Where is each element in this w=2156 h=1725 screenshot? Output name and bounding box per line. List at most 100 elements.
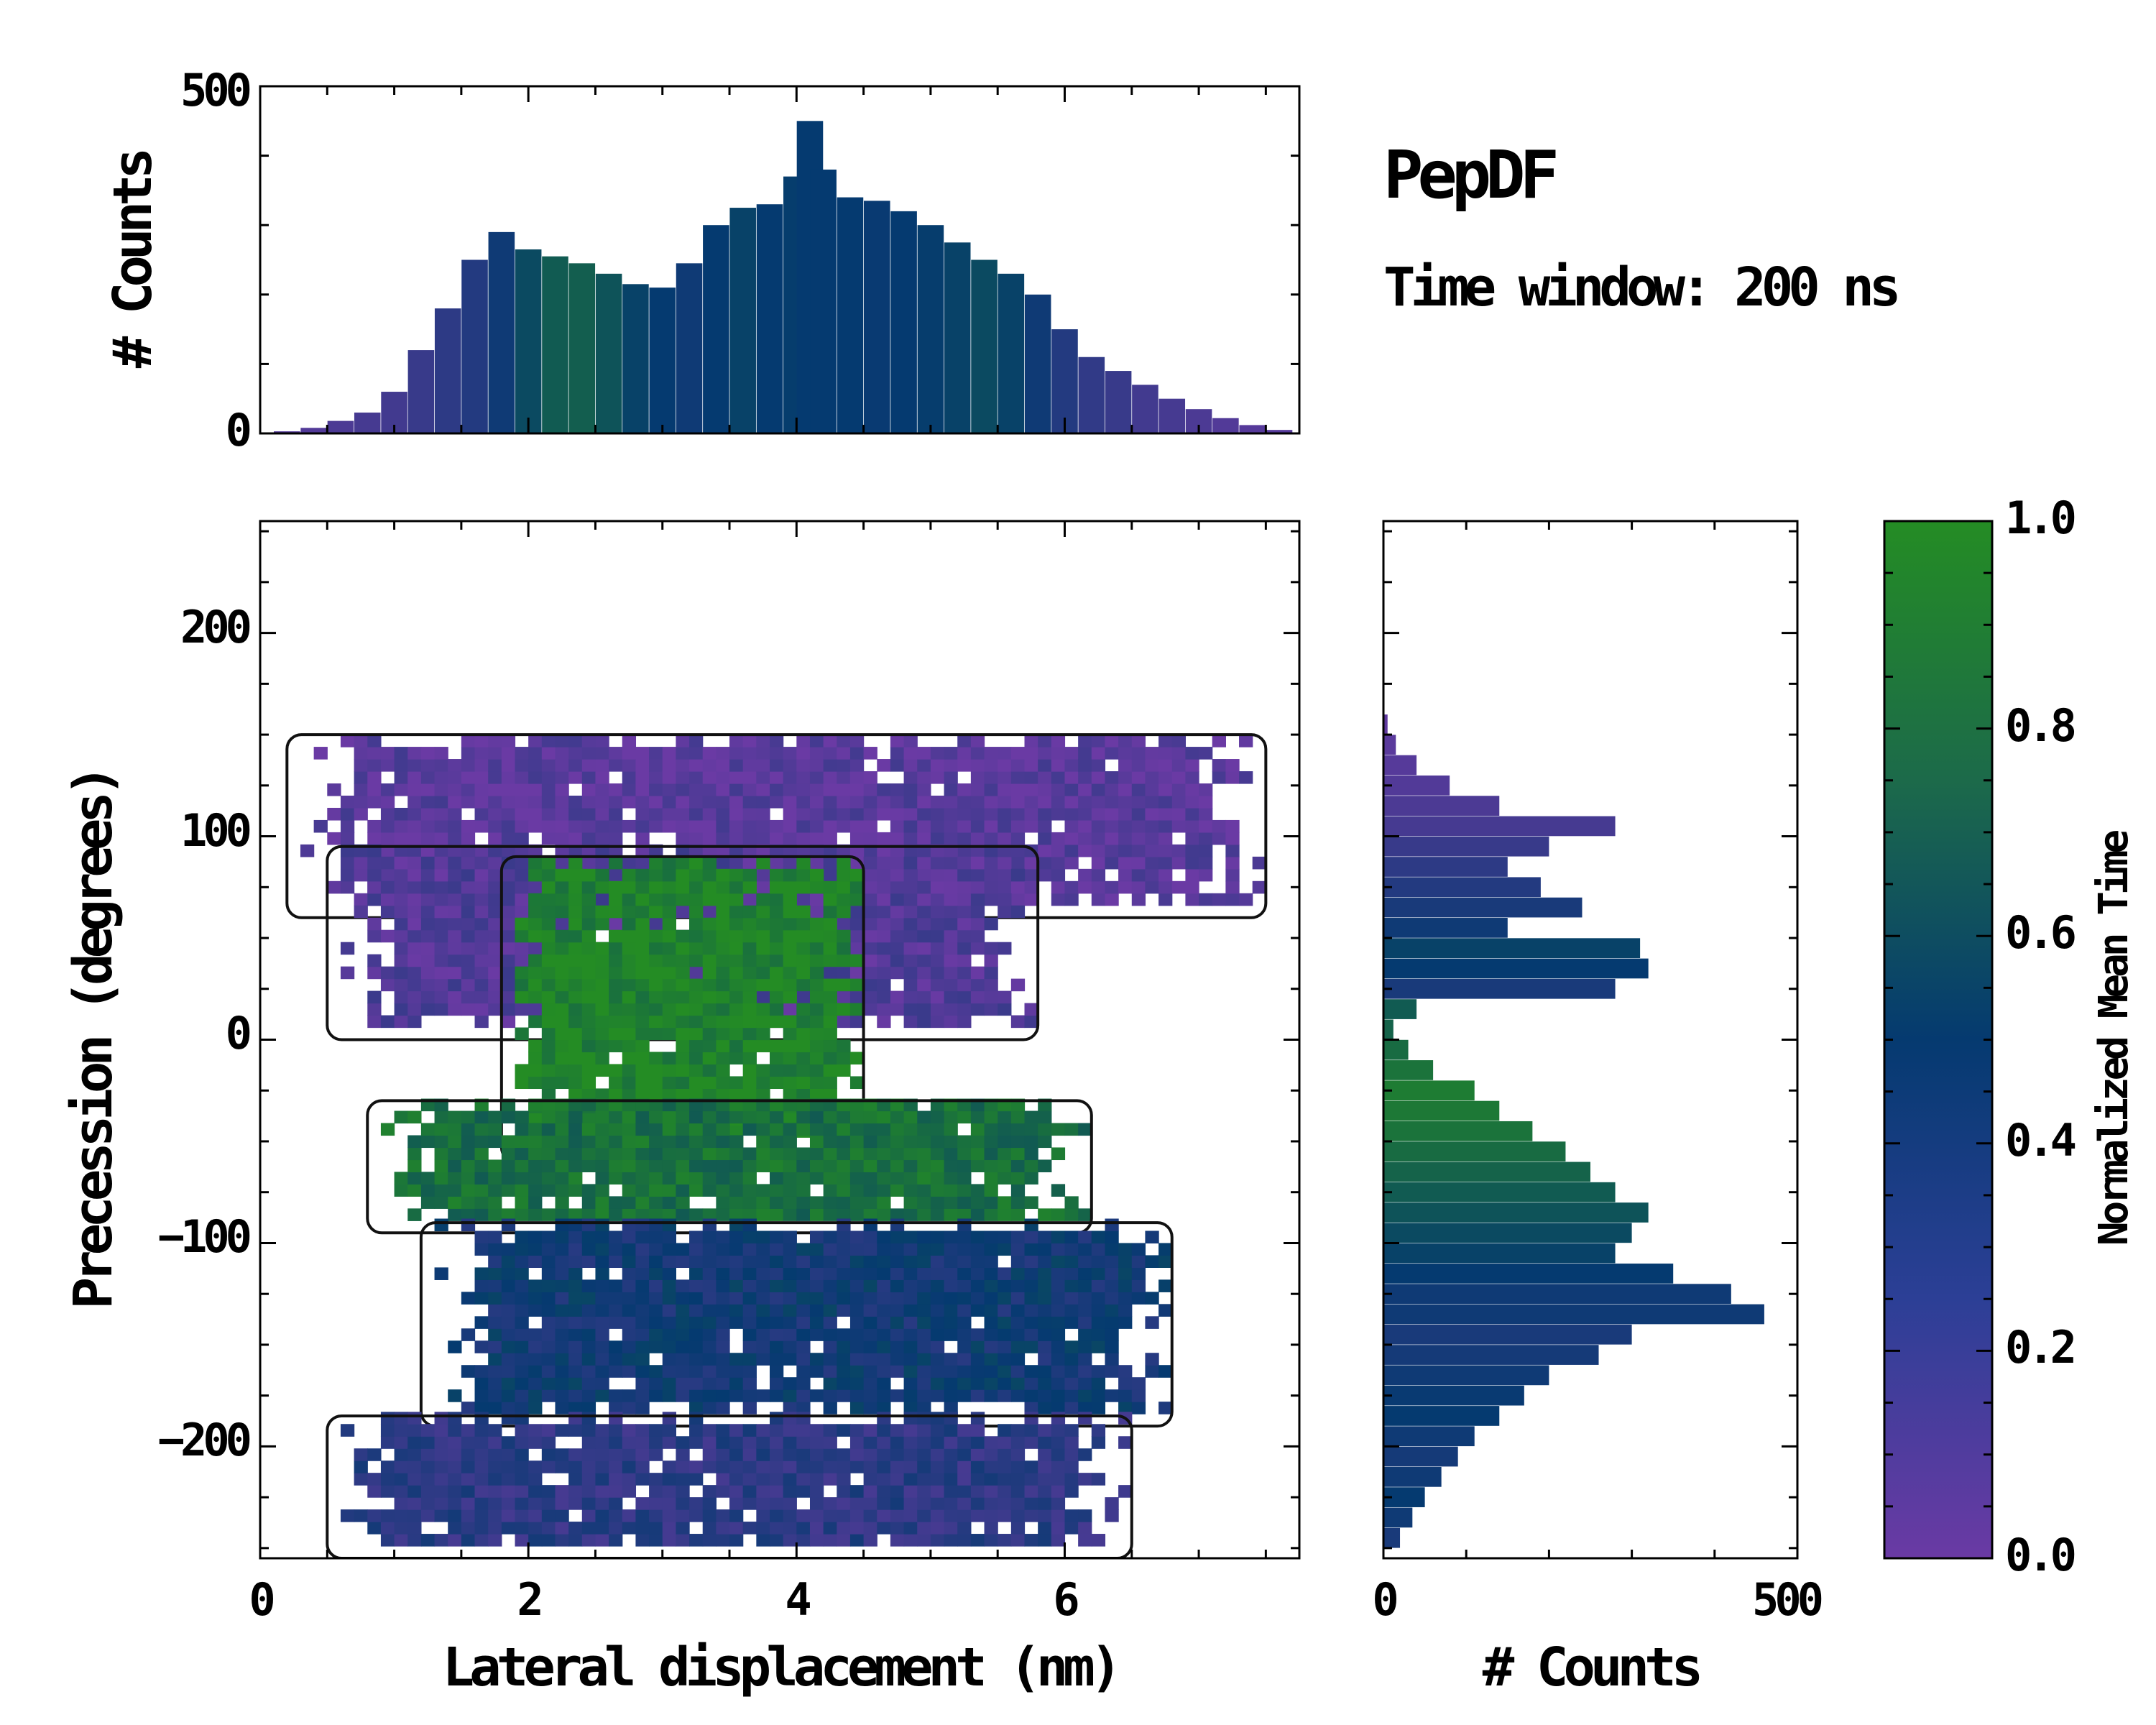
heatmap-cell <box>890 1184 905 1197</box>
heatmap-cell <box>662 929 676 943</box>
heatmap-cell <box>837 856 851 870</box>
heatmap-cell <box>474 759 489 772</box>
heatmap-cell <box>702 1027 717 1041</box>
heatmap-cell <box>622 1135 637 1149</box>
heatmap-cell <box>394 990 408 1004</box>
heatmap-cell <box>970 819 985 833</box>
heatmap-cell <box>1010 1015 1026 1029</box>
heatmap-cell <box>1105 1230 1119 1244</box>
heatmap-cell <box>742 1340 757 1353</box>
heatmap-cell <box>1064 1485 1079 1498</box>
heatmap-cell <box>809 1159 824 1173</box>
heatmap-cell <box>716 1377 730 1390</box>
heatmap-cell <box>890 1135 905 1149</box>
heatmap-cell <box>783 1412 797 1425</box>
heatmap-cell <box>957 905 972 919</box>
heatmap-cell <box>340 966 355 980</box>
heatmap-cell <box>676 1473 690 1486</box>
heatmap-cell <box>595 1135 609 1149</box>
heatmap-cell <box>676 978 690 992</box>
heatmap-cell <box>581 1412 596 1425</box>
heatmap-cell <box>1024 1328 1038 1341</box>
heatmap-cell <box>420 1473 436 1486</box>
heatmap-cell <box>622 1027 637 1041</box>
heatmap-cell <box>930 1255 945 1268</box>
heatmap-cell <box>380 807 395 821</box>
heatmap-cell <box>515 856 529 870</box>
heatmap-cell <box>1145 819 1159 833</box>
heatmap-cell <box>849 795 865 809</box>
heatmap-cell <box>796 1353 811 1366</box>
heatmap-cell <box>716 1473 730 1486</box>
heatmap-cell <box>420 1534 436 1547</box>
heatmap-cell <box>984 1135 998 1149</box>
heatmap-cell <box>541 1100 556 1113</box>
heatmap-cell <box>488 819 502 833</box>
heatmap-cell <box>515 819 529 833</box>
heatmap-cell <box>649 1365 663 1378</box>
heatmap-cell <box>917 1292 931 1305</box>
heatmap-cell <box>595 1267 609 1280</box>
heatmap-cell <box>756 1522 770 1535</box>
heatmap-cell <box>702 1328 717 1341</box>
heatmap-cell <box>515 868 529 882</box>
heatmap-cell <box>890 929 905 943</box>
heatmap-cell <box>676 893 690 906</box>
heatmap-cell <box>568 1027 583 1041</box>
heatmap-cell <box>823 1473 837 1486</box>
heatmap-cell <box>1118 1267 1133 1280</box>
heatmap-cell <box>1038 1316 1052 1329</box>
heatmap-cell <box>635 819 650 833</box>
heatmap-cell <box>930 1448 945 1461</box>
heatmap-cell <box>849 1147 865 1161</box>
heatmap-cell <box>622 1218 637 1232</box>
heatmap-cell <box>635 978 650 992</box>
heatmap-cell <box>890 807 905 821</box>
right-hist-bar <box>1383 1385 1524 1406</box>
heatmap-cell <box>984 978 998 992</box>
heatmap-cell <box>742 1279 757 1292</box>
heatmap-cell <box>702 807 717 821</box>
heatmap-cell <box>488 1184 502 1197</box>
top-hist-bar <box>917 225 944 433</box>
heatmap-cell <box>930 1460 945 1473</box>
heatmap-cell <box>461 1534 476 1547</box>
heatmap-cell <box>1158 735 1173 748</box>
heatmap-cell <box>541 819 556 833</box>
heatmap-cell <box>863 1196 877 1209</box>
heatmap-cell <box>716 1509 730 1522</box>
heatmap-cell <box>501 905 516 919</box>
heatmap-cell <box>515 747 529 760</box>
heatmap-cell <box>1145 856 1159 870</box>
heatmap-cell <box>622 1076 637 1090</box>
heatmap-cell <box>662 1292 676 1305</box>
heatmap-cell <box>770 929 784 943</box>
heatmap-cell <box>1024 1292 1038 1305</box>
heatmap-cell <box>1010 771 1026 784</box>
heatmap-cell <box>957 893 972 906</box>
heatmap-cell <box>742 1460 757 1473</box>
heatmap-cell <box>622 1424 637 1437</box>
heatmap-cell <box>970 856 985 870</box>
heatmap-cell <box>555 1497 569 1510</box>
heatmap-cell <box>1185 893 1199 906</box>
heatmap-cell <box>809 1267 824 1280</box>
heatmap-cell <box>528 1473 543 1486</box>
heatmap-cell <box>1051 1353 1066 1366</box>
heatmap-cell <box>957 1436 972 1449</box>
heatmap-cell <box>488 929 502 943</box>
heatmap-cell <box>689 1052 704 1065</box>
heatmap-cell <box>823 1123 837 1136</box>
heatmap-cell <box>729 1522 744 1535</box>
heatmap-cell <box>998 1135 1012 1149</box>
heatmap-cell <box>863 1522 877 1535</box>
heatmap-cell <box>849 1110 865 1124</box>
heatmap-cell <box>957 1135 972 1149</box>
heatmap-cell <box>770 1003 784 1016</box>
heatmap-cell <box>501 1316 516 1329</box>
heatmap-cell <box>849 1208 865 1221</box>
heatmap-cell <box>649 1184 663 1197</box>
heatmap-cell <box>635 1436 650 1449</box>
heatmap-cell <box>998 1448 1012 1461</box>
heatmap-cell <box>595 1448 609 1461</box>
